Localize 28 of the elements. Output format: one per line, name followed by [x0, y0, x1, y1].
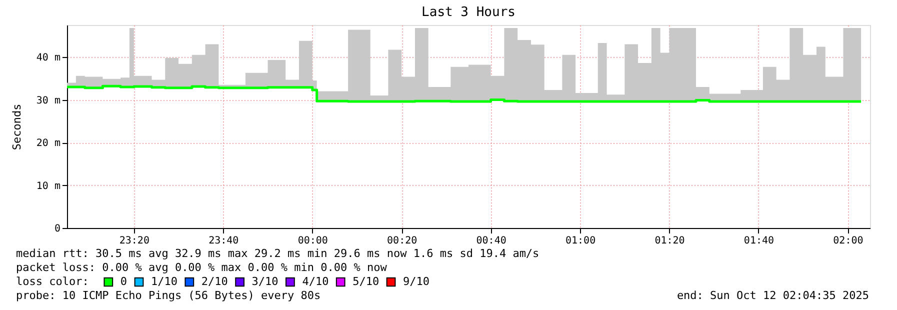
x-tick-label: 02:00: [833, 236, 864, 246]
y-tick-label: 40 m: [36, 52, 60, 64]
legend-label: 4/10: [302, 275, 329, 288]
y-tick-label: 30 m: [36, 95, 60, 106]
text: probe: 10 ICMP Echo Pings (56 Bytes) every 80s: [16, 289, 321, 302]
text: median rtt: 30.5 ms avg 32.9 ms max 29.2 ms min 29.6 ms now 1.6 ms sd 19.4 am/s: [16, 247, 540, 260]
x-tick-label: 00:20: [387, 236, 418, 246]
y-tick-label: 10 m: [36, 180, 60, 192]
x-tick-label: 23:40: [208, 236, 239, 246]
legend-label: 0: [120, 275, 128, 288]
legend-label: 5/10: [352, 275, 380, 288]
x-tick-label: 01:00: [565, 236, 596, 246]
legend-label: 3/10: [252, 275, 278, 288]
x-tick-label: 01:40: [744, 236, 774, 246]
y-axis-title: Seconds: [10, 104, 24, 150]
x-tick-label: 01:20: [654, 236, 685, 246]
y-tick-label: 0: [54, 224, 60, 234]
text: end: Sun Oct 12 02:04:35 2025: [676, 289, 869, 302]
legend-label: 2/10: [201, 275, 228, 288]
y-tick-label: 20 m: [36, 138, 60, 150]
text: packet loss: 0.00 % avg 0.00 % max 0.00 % min 0.00 % now: [16, 261, 388, 274]
legend-title: loss color:: [16, 275, 89, 288]
legend-label: 1/10: [151, 275, 178, 288]
legend-label: 9/10: [403, 275, 430, 288]
x-tick-label: 00:00: [298, 236, 328, 246]
x-tick-label: 00:40: [476, 236, 506, 246]
x-tick-label: 23:20: [119, 236, 150, 246]
chart-title: Last 3 Hours: [422, 5, 516, 20]
